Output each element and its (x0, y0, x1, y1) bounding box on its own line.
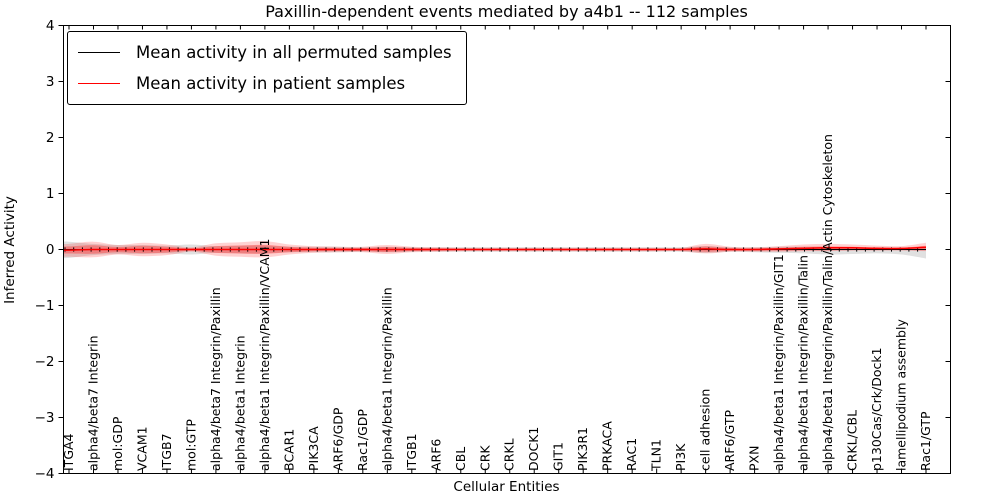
x-tick-label: ITGB7 (159, 433, 174, 471)
x-tick-label: ITGB1 (404, 433, 419, 471)
legend-label-patient: Mean activity in patient samples (136, 74, 406, 93)
x-tick-label: CRKL (502, 438, 517, 471)
chart-title: Paxillin-dependent events mediated by a4… (265, 2, 748, 21)
y-tick-label: 2 (46, 130, 55, 146)
patient-line-swatch (78, 83, 120, 84)
x-tick-label: PIK3R1 (575, 427, 590, 471)
x-tick-label: BCAR1 (281, 429, 296, 471)
x-tick-label: Rac1/GTP (918, 411, 933, 471)
legend-label-permuted: Mean activity in all permuted samples (136, 43, 452, 62)
x-tick-label: mol:GTP (183, 419, 198, 471)
x-tick-label: ARF6/GDP (330, 407, 345, 471)
y-tick-label: 0 (46, 242, 55, 258)
x-tick-label: alpha4/beta1 Integrin/Paxillin/GIT1 (771, 254, 786, 471)
x-tick-label: alpha4/beta1 Integrin/Paxillin (379, 287, 394, 471)
y-tick-label: −3 (35, 410, 55, 426)
y-tick-label: −2 (35, 354, 55, 370)
y-axis-label: Inferred Activity (2, 196, 18, 304)
x-tick-label: alpha4/beta7 Integrin/Paxillin (208, 287, 223, 471)
x-tick-label: alpha4/beta1 Integrin/Paxillin/Talin (796, 255, 811, 471)
x-tick-label: PRKACA (600, 421, 615, 471)
x-tick-label: alpha4/beta7 Integrin (85, 335, 100, 471)
x-tick-label: alpha4/beta1 Integrin/Paxillin/VCAM1 (257, 239, 272, 471)
x-tick-label: TLN1 (649, 439, 664, 472)
x-tick-label: mol:GDP (110, 416, 125, 471)
x-tick-label: lamellipodium assembly (894, 319, 909, 471)
x-tick-label: CBL (453, 447, 468, 471)
x-tick-label: CRK (477, 445, 492, 471)
x-tick-label: Rac1/GDP (355, 409, 370, 471)
y-tick-label: 4 (46, 18, 55, 34)
legend-box: Mean activity in all permuted samples Me… (67, 31, 467, 105)
x-tick-label: VCAM1 (134, 426, 149, 471)
x-tick-label: PIK3CA (306, 426, 321, 471)
x-tick-label: ARF6/GTP (722, 410, 737, 471)
x-axis-label: Cellular Entities (453, 479, 560, 495)
legend-item-permuted: Mean activity in all permuted samples (78, 39, 452, 66)
x-tick-label: CRKL/CBL (845, 410, 860, 471)
y-tick-label: −4 (35, 466, 55, 482)
x-tick-label: GIT1 (551, 442, 566, 471)
x-tick-label: PI3K (673, 443, 688, 471)
permuted-line-swatch (78, 52, 120, 53)
legend-item-patient: Mean activity in patient samples (78, 70, 452, 97)
x-tick-label: alpha4/beta1 Integrin (232, 335, 247, 471)
x-tick-label: ITGA4 (61, 433, 76, 471)
y-tick-label: 1 (46, 186, 55, 202)
x-tick-label: PXN (747, 446, 762, 471)
x-tick-label: cell adhesion (698, 389, 713, 471)
patient-mean-line (63, 246, 927, 251)
x-tick-label: ARF6 (428, 439, 443, 471)
y-tick-label: −1 (35, 298, 55, 314)
x-tick-label: DOCK1 (526, 427, 541, 471)
y-tick-label: 3 (46, 74, 55, 90)
x-tick-label: alpha4/beta1 Integrin/Paxillin/Talin/Act… (820, 134, 835, 471)
x-tick-label: p130Cas/Crk/Dock1 (869, 347, 884, 471)
x-tick-label: RAC1 (624, 438, 639, 471)
